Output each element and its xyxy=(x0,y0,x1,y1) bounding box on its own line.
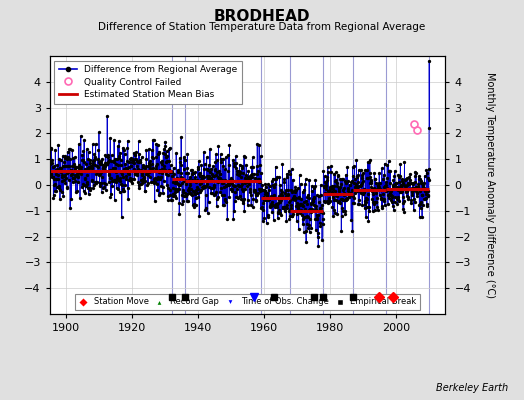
Text: Berkeley Earth: Berkeley Earth xyxy=(436,383,508,393)
Text: Difference of Station Temperature Data from Regional Average: Difference of Station Temperature Data f… xyxy=(99,22,425,32)
Text: BRODHEAD: BRODHEAD xyxy=(214,9,310,24)
Y-axis label: Monthly Temperature Anomaly Difference (°C): Monthly Temperature Anomaly Difference (… xyxy=(485,72,495,298)
Legend: Station Move, Record Gap, Time of Obs. Change, Empirical Break: Station Move, Record Gap, Time of Obs. C… xyxy=(75,294,420,310)
